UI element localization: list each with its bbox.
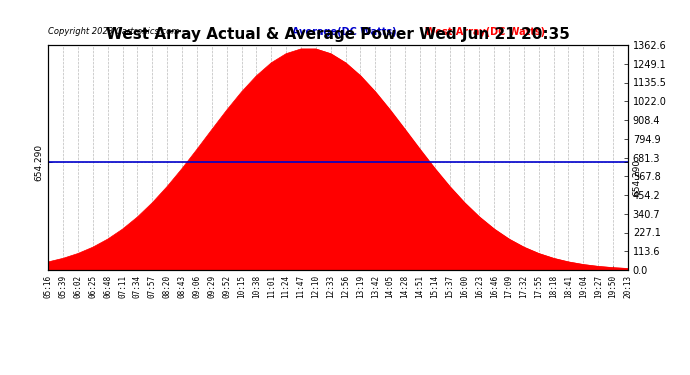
- Text: Average(DC Watts): Average(DC Watts): [292, 27, 396, 37]
- Title: West Array Actual & Average Power Wed Jun 21 20:35: West Array Actual & Average Power Wed Ju…: [106, 27, 570, 42]
- Text: Copyright 2023 Cartronics.com: Copyright 2023 Cartronics.com: [48, 27, 179, 36]
- Text: West Array(DC Watts): West Array(DC Watts): [425, 27, 545, 37]
